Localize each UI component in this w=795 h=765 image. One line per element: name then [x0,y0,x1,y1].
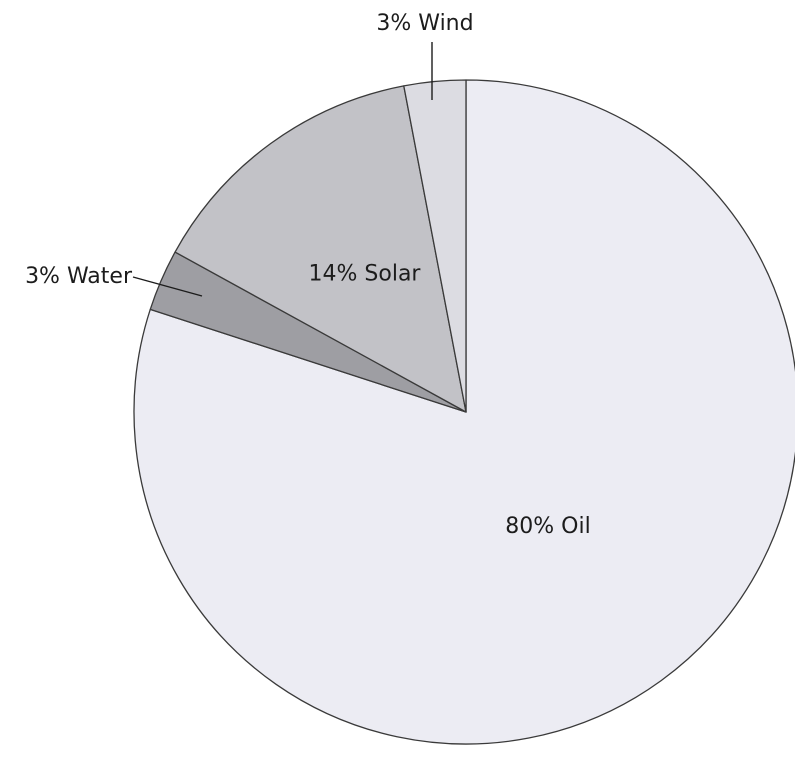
slice-labels: 80% Oil 3% Water 14% Solar 3% Wind [25,11,591,539]
slice-3-wind [403,79,467,413]
label-14-solar: 14% Solar [309,261,422,286]
label-3-wind: 3% Wind [376,11,473,36]
leader-line-3-water [132,276,203,297]
label-80-oil: 80% Oil [505,514,590,539]
leader-lines [132,42,433,297]
slice-14-solar [174,85,467,413]
pie-slices [133,79,795,745]
label-3-water: 3% Water [25,264,133,289]
